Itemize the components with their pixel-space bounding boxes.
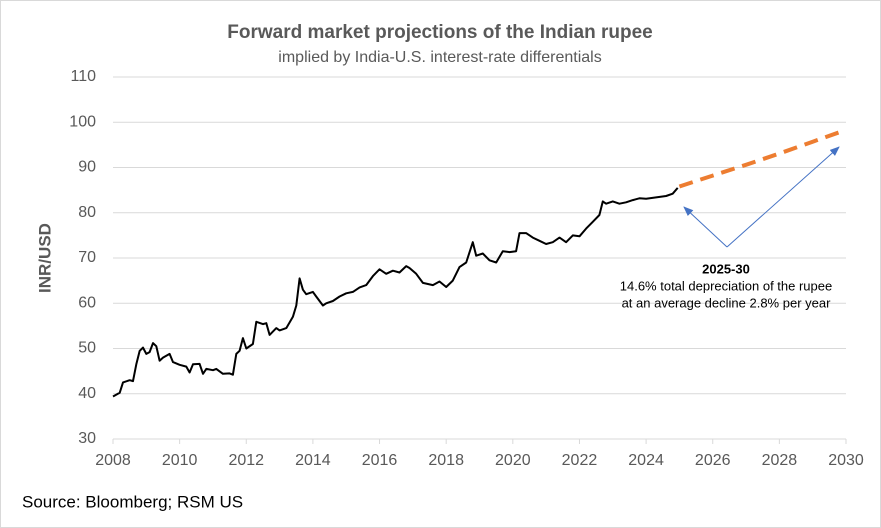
x-tick-label: 2010 (162, 452, 198, 469)
x-tick-label: 2024 (628, 452, 664, 469)
x-tick-label: 2008 (95, 452, 131, 469)
data-line (112, 187, 679, 398)
y-tick-label: 60 (78, 294, 96, 311)
x-tick-label: 2026 (695, 452, 731, 469)
x-tick-label: 2014 (295, 452, 331, 469)
x-tick-label: 2020 (495, 452, 531, 469)
x-tick-label: 2028 (762, 452, 798, 469)
x-tick-label: 2030 (828, 452, 864, 469)
y-tick-label: 100 (69, 113, 96, 130)
annotation-title: 2025-30 (702, 261, 750, 276)
y-tick-label: 90 (78, 159, 96, 176)
annotation-text: 14.6% total depreciation of the rupee (620, 278, 832, 293)
annotation-text: at an average decline 2.8% per year (622, 295, 832, 310)
y-tick-label: 40 (78, 385, 96, 402)
x-tick-label: 2022 (562, 452, 598, 469)
x-tick-label: 2012 (228, 452, 264, 469)
x-tick-label: 2018 (428, 452, 464, 469)
y-tick-label: 50 (78, 340, 96, 357)
chart-subtitle: implied by India-U.S. interest-rate diff… (278, 49, 601, 66)
y-tick-label: 80 (78, 204, 96, 221)
source-note: Source: Bloomberg; RSM US (22, 492, 243, 511)
y-tick-label: 110 (70, 68, 96, 85)
forecast-line (678, 128, 847, 189)
chart-title: Forward market projections of the Indian… (227, 22, 652, 43)
y-axis-label: INR/USD (35, 223, 54, 293)
annotation-arrow (726, 146, 840, 248)
annotation: 2025-30 14.6% total depreciation of the … (620, 146, 840, 310)
annotation-arrow (683, 206, 728, 248)
x-tick-label: 2016 (362, 452, 398, 469)
y-tick-label: 70 (78, 249, 96, 266)
y-tick-label: 30 (78, 430, 96, 447)
